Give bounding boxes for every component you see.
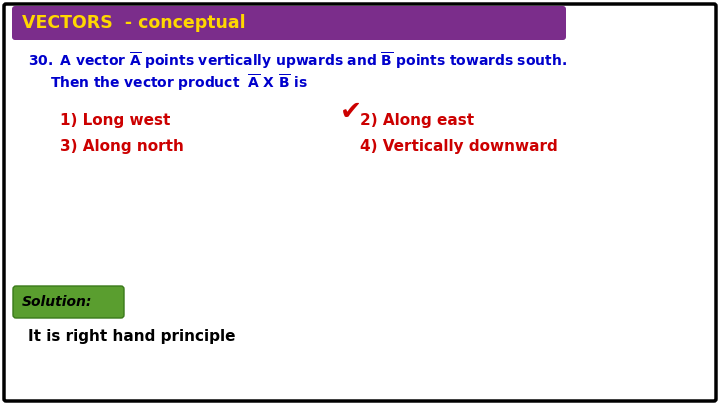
- FancyBboxPatch shape: [4, 4, 716, 401]
- Text: $\mathbf{30.\ A\ vector\ \overline{A}\ points\ vertically\ upwards\ and\ \overli: $\mathbf{30.\ A\ vector\ \overline{A}\ p…: [28, 51, 567, 71]
- FancyBboxPatch shape: [13, 286, 124, 318]
- Text: VECTORS  - conceptual: VECTORS - conceptual: [22, 14, 246, 32]
- Text: 3) Along north: 3) Along north: [60, 139, 184, 154]
- Text: 1) Long west: 1) Long west: [60, 113, 171, 128]
- Text: Solution:: Solution:: [22, 295, 92, 309]
- FancyBboxPatch shape: [12, 6, 566, 40]
- Text: $\mathbf{Then\ the\ vector\ product\ \ \overline{A}\ X\ \overline{B}\ is}$: $\mathbf{Then\ the\ vector\ product\ \ \…: [50, 73, 307, 93]
- Text: ✔: ✔: [340, 99, 362, 125]
- Text: 2) Along east: 2) Along east: [360, 113, 474, 128]
- Text: It is right hand principle: It is right hand principle: [28, 330, 235, 345]
- Text: 4) Vertically downward: 4) Vertically downward: [360, 139, 558, 154]
